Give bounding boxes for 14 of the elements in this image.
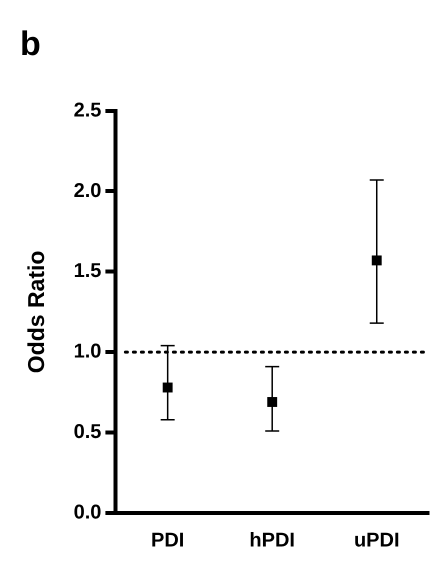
point	[162, 382, 173, 392]
y-tick-label: 1.0	[74, 340, 102, 363]
y-tick-label: 2.0	[74, 180, 102, 202]
y-tick-label: 0.0	[74, 502, 102, 524]
point	[267, 397, 278, 407]
x-tick-label: PDI	[150, 530, 184, 552]
x-tick-label: uPDI	[354, 530, 400, 552]
y-tick-label: 0.5	[74, 421, 102, 444]
y-tick-label: 2.5	[74, 99, 102, 122]
y-tick-label: 1.5	[74, 260, 102, 282]
chart-title: b	[20, 24, 41, 63]
point	[372, 255, 382, 266]
y-axis-title: Odds Ratio	[23, 250, 50, 374]
x-tick-label: hPDI	[249, 530, 295, 552]
